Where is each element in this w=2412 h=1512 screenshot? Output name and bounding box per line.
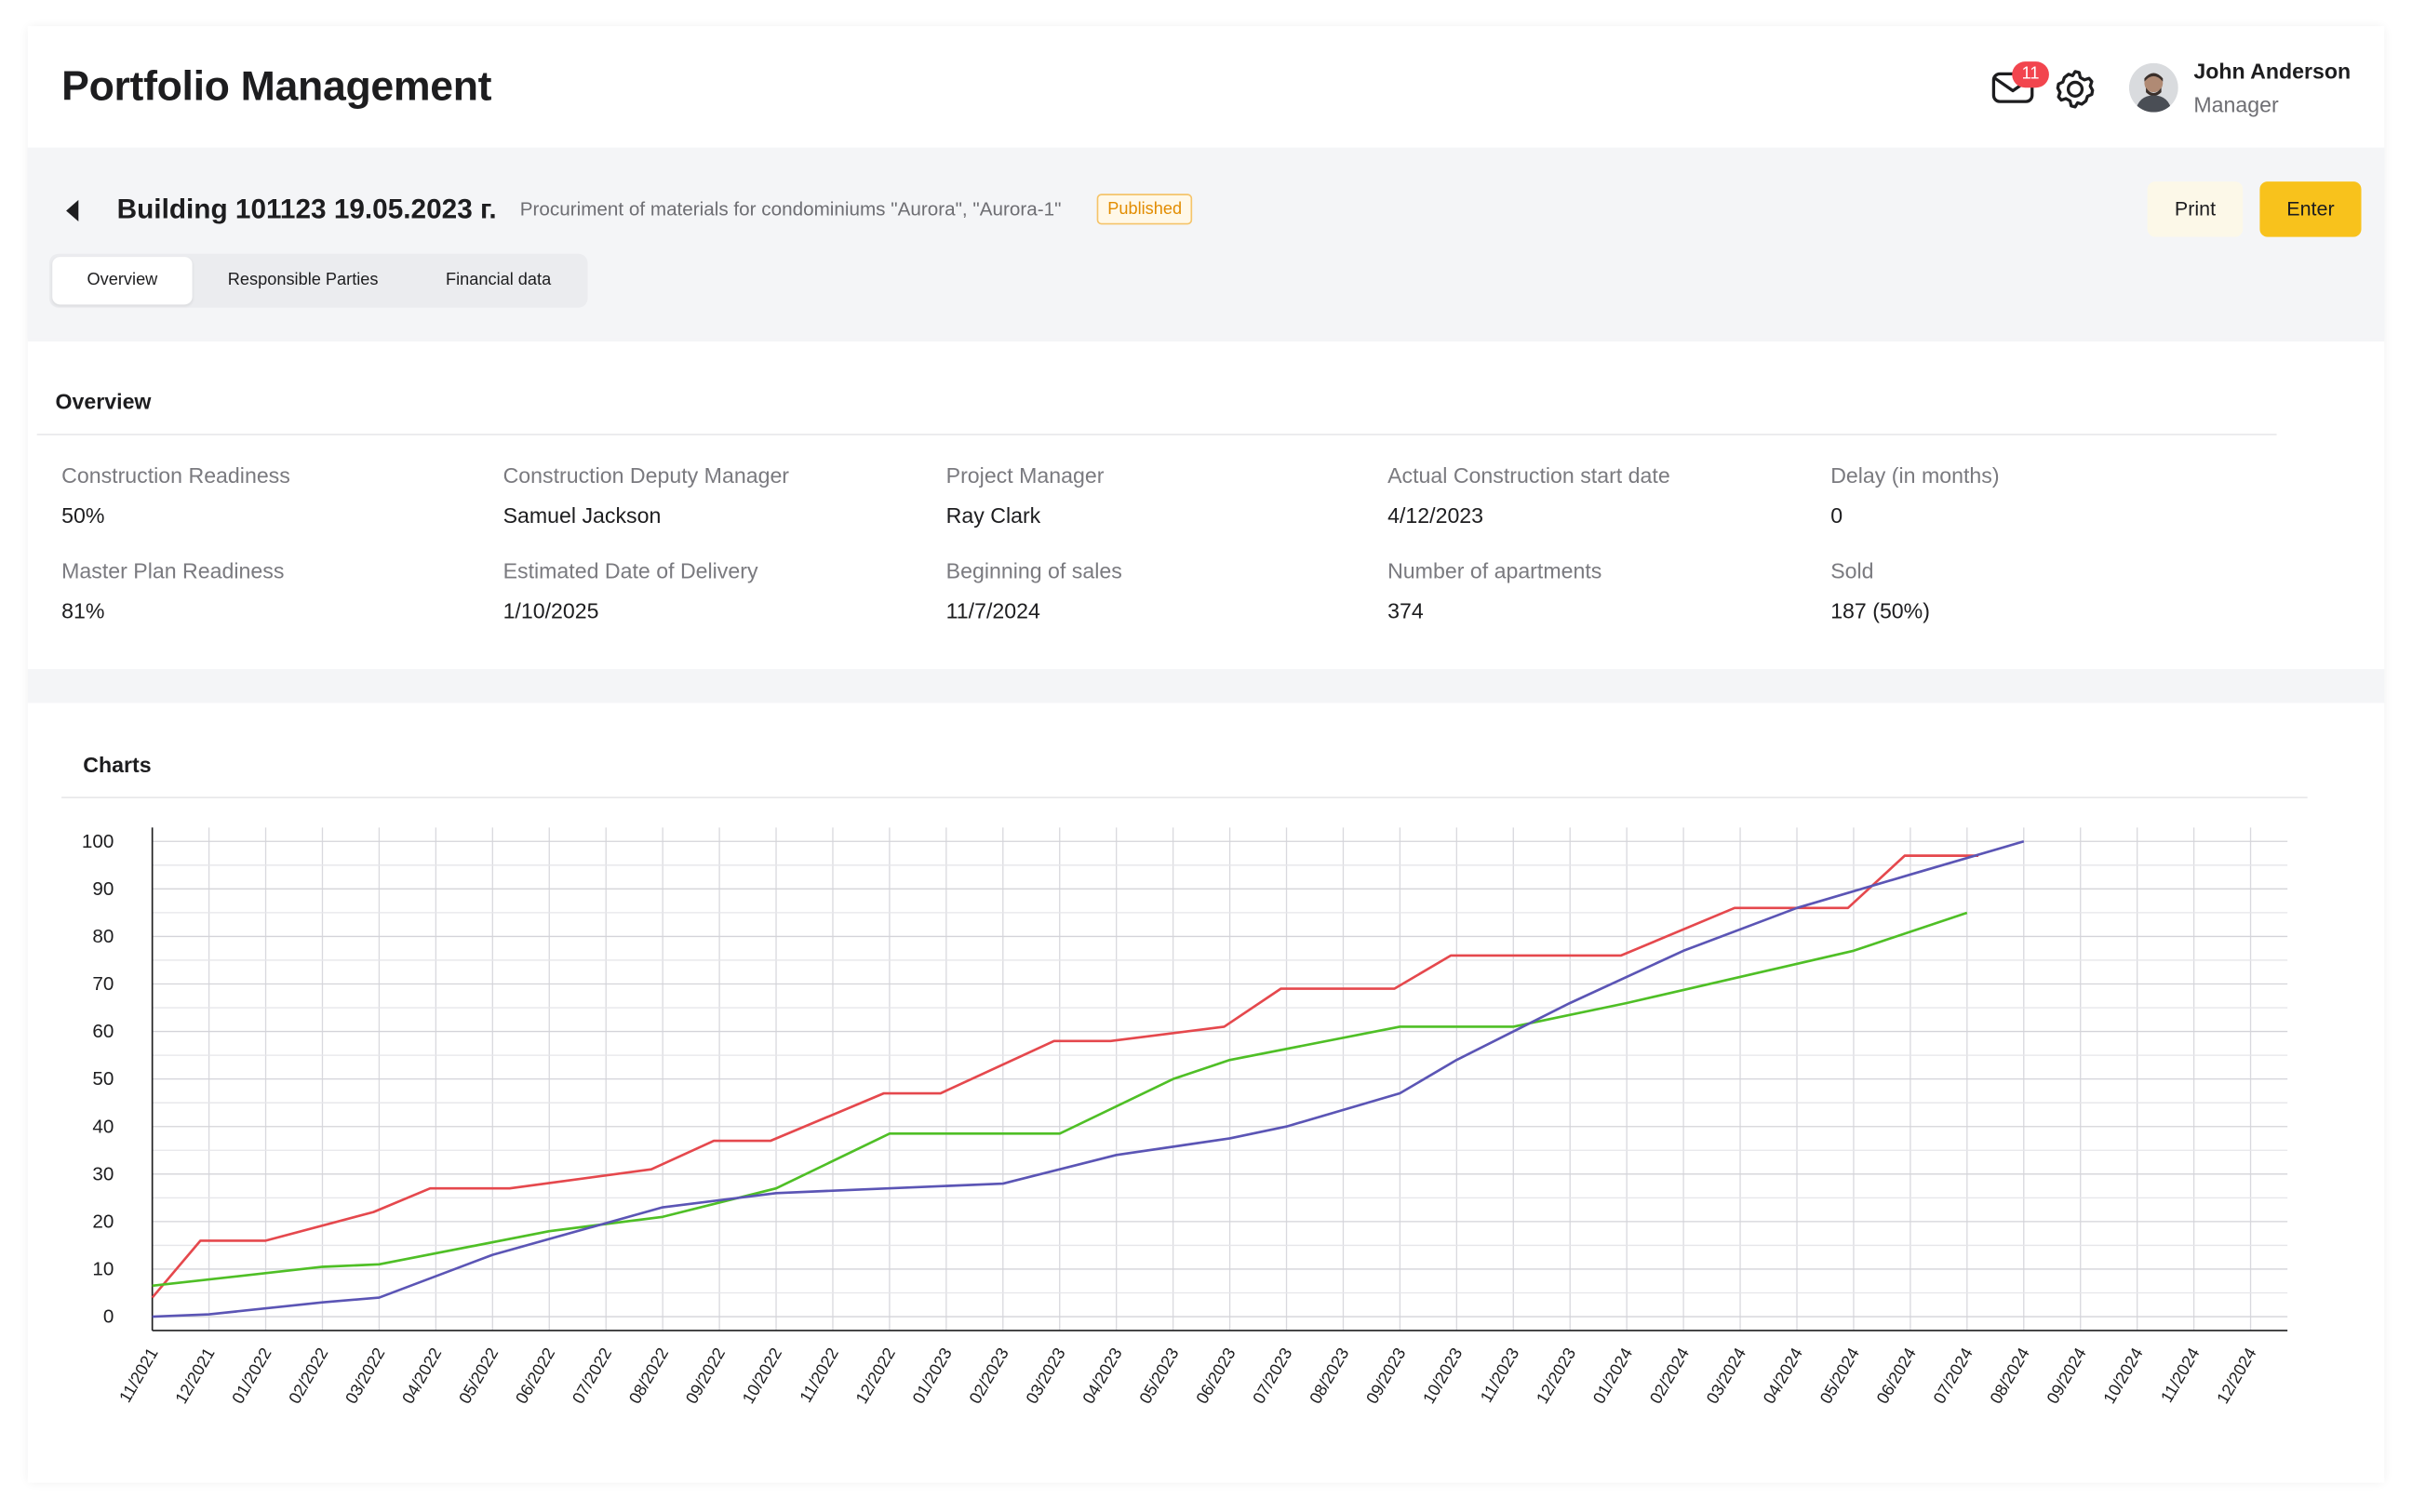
- user-name: John Anderson: [2193, 58, 2352, 84]
- x-tick-label: 06/2022: [512, 1345, 558, 1407]
- x-tick-label: 02/2023: [966, 1345, 1012, 1407]
- field-value: 11/7/2024: [945, 598, 1040, 623]
- tab-bar: Overview Responsible Parties Financial d…: [48, 253, 588, 308]
- tab-responsible-parties[interactable]: Responsible Parties: [227, 270, 379, 289]
- field-label: Project Manager: [945, 462, 1105, 488]
- field-value: 81%: [61, 598, 105, 623]
- field-value: 50%: [61, 502, 105, 529]
- field-label: Beginning of sales: [945, 558, 1122, 583]
- field-value: 1/10/2025: [502, 598, 599, 623]
- field-value: Ray Clark: [945, 502, 1041, 529]
- avatar[interactable]: [2128, 62, 2178, 113]
- x-tick-label: 08/2023: [1306, 1345, 1352, 1407]
- x-tick-label: 11/2023: [1477, 1345, 1522, 1406]
- field-value: 374: [1387, 598, 1424, 623]
- x-tick-label: 07/2023: [1249, 1345, 1295, 1407]
- y-tick-label: 100: [82, 831, 114, 852]
- overview-title: Overview: [55, 389, 152, 414]
- charts-title: Charts: [83, 752, 152, 777]
- x-tick-label: 04/2024: [1760, 1345, 1806, 1407]
- x-tick-label: 01/2023: [909, 1345, 956, 1407]
- x-tick-label: 05/2023: [1136, 1345, 1183, 1407]
- y-tick-label: 30: [92, 1163, 114, 1184]
- overview-card: Overview Construction Readiness 50% Cons…: [27, 341, 2385, 670]
- series-line-2: [152, 839, 2025, 1318]
- x-tick-label: 01/2022: [228, 1345, 275, 1407]
- y-tick-label: 50: [92, 1068, 114, 1090]
- field-value: Samuel Jackson: [502, 502, 662, 529]
- field-label: Estimated Date of Delivery: [502, 558, 758, 583]
- x-tick-label: 03/2022: [342, 1345, 388, 1407]
- x-tick-label: 03/2023: [1023, 1345, 1069, 1407]
- x-tick-label: 05/2024: [1816, 1345, 1863, 1407]
- x-tick-label: 10/2022: [739, 1345, 785, 1407]
- field-label: Delay (in months): [1830, 462, 2000, 488]
- x-tick-label: 03/2024: [1703, 1345, 1749, 1407]
- x-tick-label: 07/2024: [1930, 1345, 1976, 1407]
- field-label: Construction Deputy Manager: [502, 462, 790, 488]
- x-tick-label: 11/2021: [115, 1345, 161, 1406]
- user-role: Manager: [2193, 92, 2279, 117]
- x-tick-label: 07/2022: [569, 1345, 615, 1407]
- x-tick-label: 10/2023: [1419, 1345, 1466, 1407]
- field-value: 0: [1830, 502, 1843, 529]
- x-tick-label: 12/2023: [1533, 1345, 1579, 1407]
- x-tick-label: 12/2022: [852, 1345, 899, 1407]
- charts-divider: [61, 796, 2308, 798]
- status-badge: Published: [1096, 194, 1193, 225]
- x-tick-label: 02/2022: [285, 1345, 331, 1407]
- tab-financial-data[interactable]: Financial data: [445, 270, 552, 289]
- x-tick-label: 11/2024: [2157, 1345, 2203, 1406]
- field-value: 4/12/2023: [1387, 502, 1484, 529]
- y-tick-label: 0: [103, 1306, 114, 1328]
- y-tick-label: 20: [92, 1211, 114, 1233]
- gear-icon[interactable]: [2052, 66, 2098, 113]
- x-tick-label: 12/2021: [172, 1345, 219, 1407]
- x-tick-label: 10/2024: [2100, 1345, 2147, 1407]
- y-tick-label: 40: [92, 1116, 114, 1137]
- y-tick-label: 60: [92, 1021, 114, 1042]
- page-title: Portfolio Management: [61, 62, 492, 110]
- x-tick-label: 05/2022: [455, 1345, 502, 1407]
- x-tick-label: 08/2024: [1987, 1345, 2033, 1407]
- series-line-0: [151, 854, 1979, 1299]
- back-arrow-icon[interactable]: [61, 197, 83, 225]
- x-tick-label: 09/2022: [682, 1345, 729, 1407]
- top-header: Portfolio Management 11 John Anderson Ma…: [27, 26, 2385, 148]
- charts-card: Charts 0 10 20 30 40 50 60 70 80 90 100 11/2021 12/2…: [27, 702, 2385, 1483]
- y-tick-label: 70: [92, 973, 114, 995]
- enter-button[interactable]: Enter: [2259, 181, 2362, 237]
- field-label: Master Plan Readiness: [61, 558, 285, 583]
- series-line-1: [152, 911, 1968, 1288]
- x-tick-label: 12/2024: [2213, 1345, 2259, 1407]
- building-title: Building 101123 19.05.2023 г.: [116, 194, 497, 225]
- y-tick-label: 90: [92, 878, 114, 900]
- x-tick-label: 06/2023: [1192, 1345, 1239, 1407]
- notification-badge: 11: [2012, 61, 2049, 88]
- field-label: Actual Construction start date: [1387, 462, 1670, 488]
- x-tick-label: 11/2022: [797, 1345, 842, 1406]
- tab-overview[interactable]: Overview: [52, 257, 193, 305]
- field-label: Construction Readiness: [61, 462, 290, 488]
- field-value: 187 (50%): [1830, 598, 1930, 623]
- building-subheader: Building 101123 19.05.2023 г. Procurimen…: [27, 147, 2385, 339]
- x-tick-label: 08/2022: [625, 1345, 672, 1407]
- x-tick-label: 02/2024: [1646, 1345, 1693, 1407]
- x-tick-label: 04/2022: [398, 1345, 445, 1407]
- print-button[interactable]: Print: [2147, 181, 2244, 237]
- x-tick-label: 09/2023: [1362, 1345, 1409, 1407]
- app-window: Portfolio Management 11 John Anderson Ma…: [27, 26, 2385, 1483]
- y-tick-label: 80: [92, 926, 114, 947]
- field-label: Number of apartments: [1387, 558, 1602, 583]
- x-tick-label: 04/2023: [1079, 1345, 1126, 1407]
- x-tick-label: 01/2024: [1589, 1345, 1636, 1407]
- x-tick-label: 06/2024: [1873, 1345, 1920, 1407]
- x-tick-label: 09/2024: [2044, 1345, 2090, 1407]
- y-tick-label: 10: [92, 1259, 114, 1280]
- building-description: Procuriment of materials for condominium…: [519, 198, 1062, 221]
- overview-divider: [36, 434, 2277, 435]
- field-label: Sold: [1830, 558, 1874, 583]
